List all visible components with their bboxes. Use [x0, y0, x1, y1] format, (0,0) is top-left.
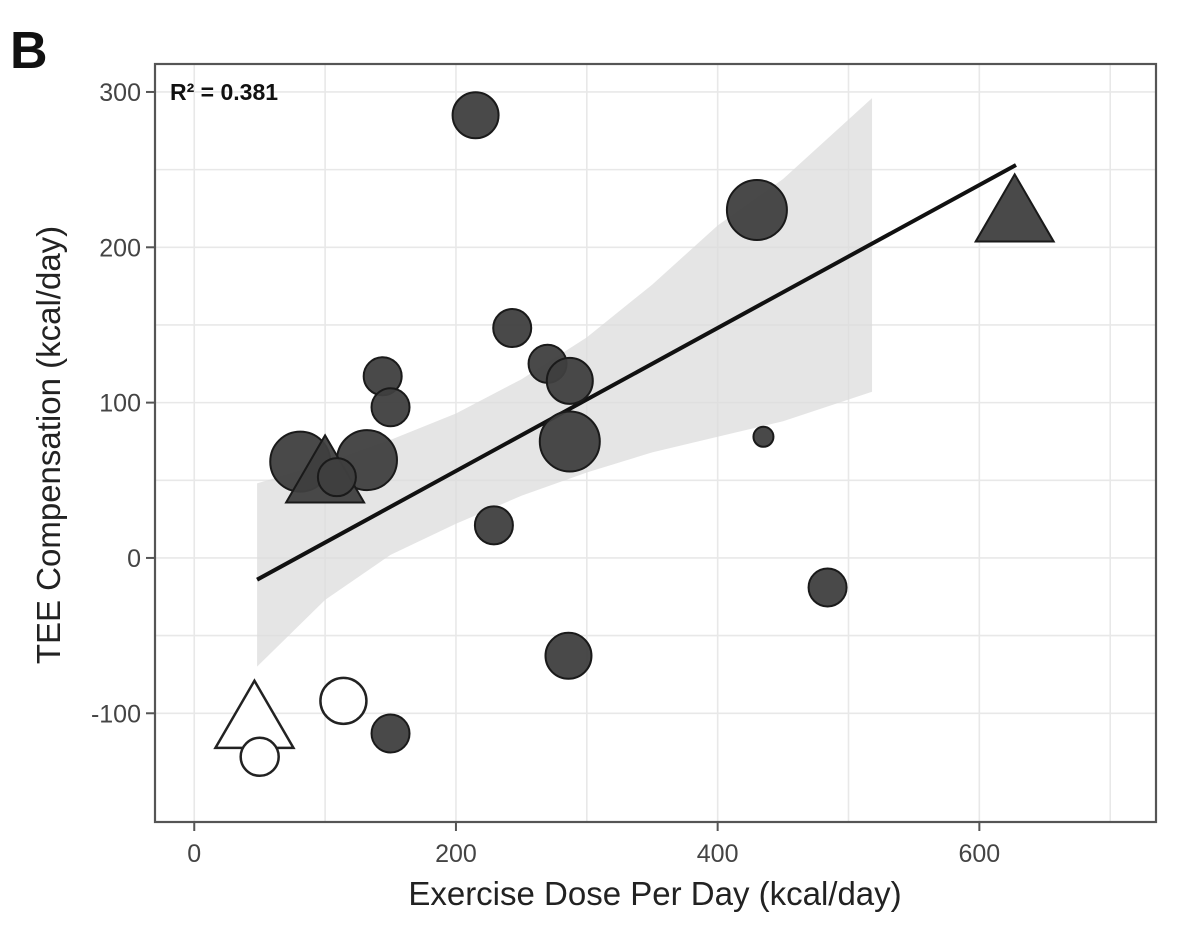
- y-tick-label: 100: [99, 390, 141, 418]
- regression-line-group: [256, 163, 1017, 582]
- data-point-circle: [239, 736, 280, 778]
- y-tick-label: 200: [99, 234, 141, 262]
- data-point-circle: [319, 676, 368, 726]
- plot-panel-border: [153, 62, 1158, 824]
- x-tick-label: 200: [435, 840, 477, 868]
- y-tick-label: -100: [91, 700, 141, 728]
- data-points: [213, 91, 1056, 778]
- r-squared-annotation: R² = 0.381: [170, 79, 278, 105]
- data-point-circle: [316, 457, 357, 498]
- data-point-circle: [752, 425, 775, 448]
- panel-letter: B: [10, 22, 48, 80]
- data-point-circle: [370, 713, 411, 754]
- x-tick-label: 400: [697, 840, 739, 868]
- data-point-circle: [545, 356, 594, 405]
- x-axis-label: Exercise Dose Per Day (kcal/day): [408, 875, 901, 912]
- y-axis-label: TEE Compensation (kcal/day): [30, 226, 67, 664]
- data-point-circle: [370, 387, 411, 428]
- x-tick-label: 600: [958, 840, 1000, 868]
- y-tick-label: 300: [99, 79, 141, 107]
- regression-line: [256, 163, 1017, 582]
- data-point-circle: [473, 505, 514, 546]
- data-point-circle: [538, 410, 601, 473]
- axis-ticks: 0 200 400 600 -100 0 100 200 300: [91, 79, 1000, 868]
- data-point-circle: [492, 308, 533, 349]
- data-point-triangle: [973, 172, 1056, 243]
- x-tick-label: 0: [187, 840, 201, 868]
- data-point-circle: [544, 631, 593, 680]
- data-point-circle: [451, 91, 500, 140]
- data-point-circle: [807, 567, 848, 608]
- data-point-circle: [725, 179, 788, 242]
- y-tick-label: 0: [127, 545, 141, 573]
